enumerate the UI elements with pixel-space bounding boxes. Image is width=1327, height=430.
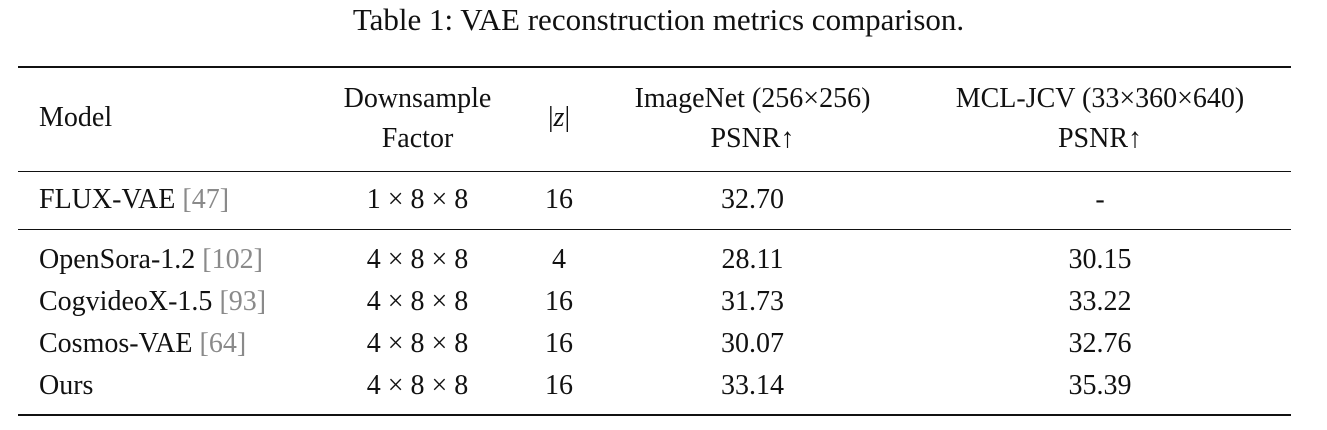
citation-open: [ — [182, 184, 192, 215]
model-name: Ours — [39, 370, 94, 401]
table-row-model: CogvideoX-1.5 [93] — [39, 285, 266, 319]
imagenet-psnr: 28.11 — [721, 244, 784, 275]
downsample-value: 4 × 8 × 8 — [366, 286, 469, 317]
z-value: 16 — [545, 370, 573, 401]
table-row-model: OpenSora-1.2 [102] — [39, 243, 263, 277]
citation: 47 — [191, 184, 220, 215]
header-z-symbol: z — [553, 102, 565, 133]
top-rule — [18, 66, 1291, 68]
header-imagenet-line1: ImageNet (256×256) — [634, 83, 871, 114]
citation-open: [ — [202, 244, 212, 275]
z-value: 4 — [552, 244, 566, 275]
group-rule — [18, 229, 1291, 230]
z-value: 16 — [545, 184, 573, 215]
table-caption: Table 1: VAE reconstruction metrics comp… — [352, 2, 965, 37]
header-model: Model — [39, 102, 113, 133]
mcl-psnr: 32.76 — [1068, 328, 1132, 359]
header-downsample-line2: Factor — [381, 123, 454, 154]
citation: 102 — [211, 244, 254, 275]
header-imagenet: ImageNet (256×256) PSNR↑ — [605, 82, 900, 156]
mcl-psnr: 30.15 — [1068, 244, 1132, 275]
z-value: 16 — [545, 328, 573, 359]
model-name: OpenSora-1.2 — [39, 244, 203, 275]
header-rule — [18, 171, 1291, 172]
imagenet-psnr: 33.14 — [721, 370, 784, 401]
header-downsample-line1: Downsample — [343, 83, 492, 114]
imagenet-psnr: 30.07 — [721, 328, 784, 359]
citation: 64 — [208, 328, 237, 359]
downsample-value: 1 × 8 × 8 — [366, 184, 469, 215]
header-z-bar-right: | — [564, 102, 571, 133]
header-latent-dim: |z| — [520, 101, 598, 135]
table-row-model: Cosmos-VAE [64] — [39, 327, 246, 361]
citation-close: ] — [236, 328, 247, 359]
z-value: 16 — [545, 286, 573, 317]
downsample-value: 4 × 8 × 8 — [366, 328, 469, 359]
header-mcl-line1: MCL-JCV (33×360×640) — [955, 83, 1245, 114]
citation-close: ] — [256, 286, 267, 317]
header-downsample: Downsample Factor — [320, 82, 515, 156]
model-name: FLUX-VAE — [39, 184, 183, 215]
downsample-value: 4 × 8 × 8 — [366, 370, 469, 401]
header-z-bar-left: | — [547, 102, 554, 133]
table-row-model: Ours — [39, 369, 93, 403]
citation-close: ] — [219, 184, 230, 215]
mcl-psnr: - — [1095, 184, 1105, 215]
bottom-rule — [18, 414, 1291, 416]
header-imagenet-line2: PSNR↑ — [710, 123, 795, 154]
citation-close: ] — [253, 244, 263, 275]
header-mcl-line2: PSNR↑ — [1057, 123, 1143, 154]
header-mcl-jcv: MCL-JCV (33×360×640) PSNR↑ — [910, 82, 1290, 156]
citation-open: [ — [219, 286, 229, 317]
table-row-model: FLUX-VAE [47] — [39, 183, 229, 217]
citation-open: [ — [199, 328, 209, 359]
model-name: Cosmos-VAE — [39, 328, 200, 359]
model-name: CogvideoX-1.5 — [39, 286, 220, 317]
citation: 93 — [228, 286, 257, 317]
mcl-psnr: 35.39 — [1068, 370, 1132, 401]
mcl-psnr: 33.22 — [1068, 286, 1132, 317]
imagenet-psnr: 31.73 — [721, 286, 784, 317]
downsample-value: 4 × 8 × 8 — [366, 244, 469, 275]
imagenet-psnr: 32.70 — [721, 184, 784, 215]
